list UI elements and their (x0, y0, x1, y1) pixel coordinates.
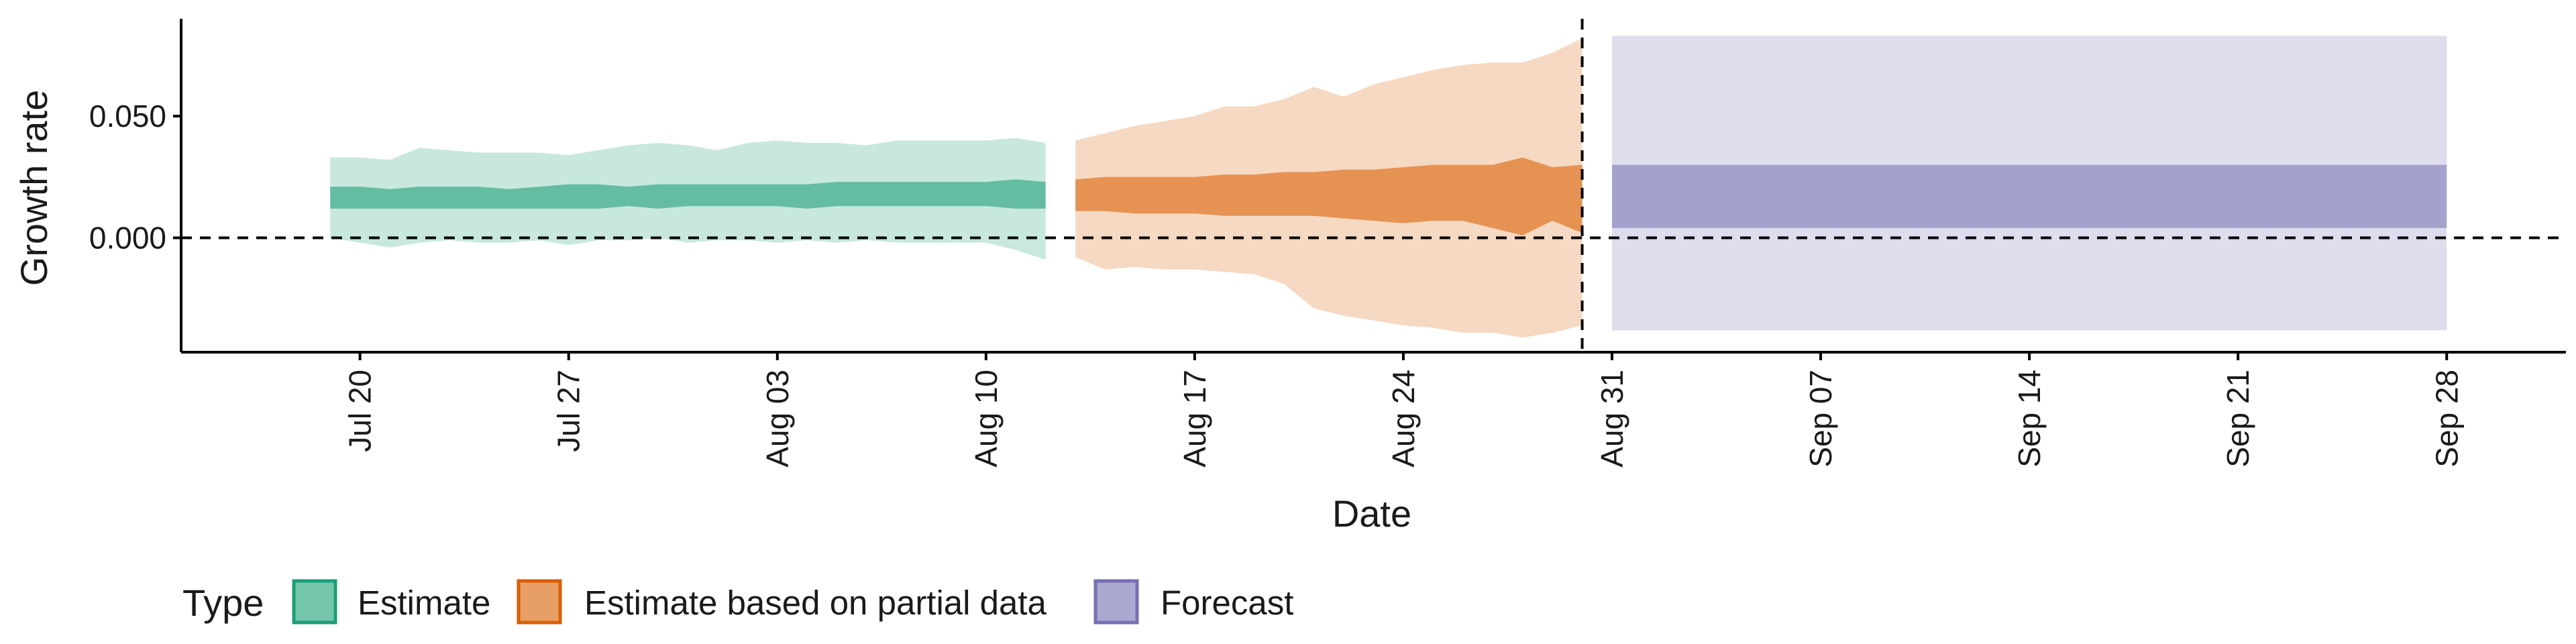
x-tick-label: Jul 20 (343, 370, 378, 452)
legend-title: Type (182, 582, 264, 624)
x-tick-label: Aug 10 (969, 370, 1004, 468)
x-tick-label: Sep 28 (2429, 370, 2464, 468)
reference-lines (181, 19, 2566, 352)
legend-key-partial (517, 579, 562, 625)
x-tick-label: Jul 27 (551, 370, 586, 452)
y-tick-label: 0.000 (89, 220, 166, 255)
x-tick-label: Sep 14 (2012, 370, 2047, 468)
y-axis-title: Growth rate (13, 90, 55, 286)
band-inner-estimate (330, 179, 1046, 209)
ribbon-bands (330, 36, 2447, 338)
legend-label-forecast: Forecast (1161, 584, 1293, 622)
tick-labels: Jul 20 Jul 27 Aug 03 Aug 10 Aug 17 Aug 24 Aug … (89, 99, 2464, 468)
legend-key-estimate (292, 579, 337, 625)
x-tick-label: Sep 07 (1803, 370, 1838, 468)
band-inner-estimate-based-on-partial-data (1075, 157, 1582, 235)
axes (173, 19, 2566, 360)
x-tick-label: Sep 21 (2220, 370, 2255, 468)
legend: Type Estimate Estimate based on partial … (182, 579, 1293, 625)
legend-label-partial: Estimate based on partial data (584, 584, 1047, 622)
legend-key-forecast (1093, 579, 1139, 625)
legend-label-estimate: Estimate (358, 584, 490, 622)
x-tick-label: Aug 31 (1595, 370, 1629, 468)
x-axis-title: Date (1332, 492, 1411, 535)
x-tick-label: Aug 24 (1386, 370, 1421, 468)
y-tick-label: 0.050 (89, 99, 166, 133)
x-tick-label: Aug 17 (1177, 370, 1212, 468)
band-inner-forecast (1612, 164, 2447, 228)
x-tick-label: Aug 03 (760, 370, 795, 468)
